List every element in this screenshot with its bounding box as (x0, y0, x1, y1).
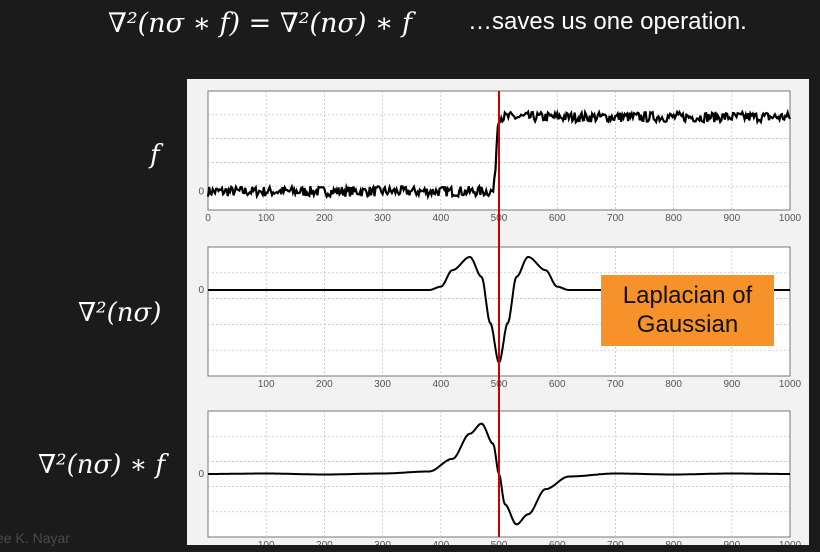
x-tick-label: 600 (549, 540, 566, 545)
x-tick-label: 200 (316, 379, 333, 390)
x-tick-label: 700 (607, 213, 624, 224)
subtitle: …saves us one operation. (468, 8, 747, 36)
y-tick-label: 0 (198, 285, 204, 296)
x-tick-label: 400 (432, 379, 449, 390)
x-tick-label: 200 (316, 540, 333, 545)
x-tick-label: 200 (316, 213, 333, 224)
x-tick-label: 300 (374, 540, 391, 545)
x-tick-label: 800 (665, 213, 682, 224)
x-tick-label: 1000 (779, 379, 802, 390)
annotation-line-1: Laplacian of (601, 281, 774, 310)
x-tick-label: 300 (374, 213, 391, 224)
x-tick-label: 100 (258, 213, 275, 224)
annotation-box: Laplacian of Gaussian (601, 275, 774, 346)
x-tick-label: 700 (607, 379, 624, 390)
x-tick-label: 900 (723, 540, 740, 545)
x-tick-label: 400 (432, 540, 449, 545)
x-tick-label: 700 (607, 540, 624, 545)
x-tick-label: 600 (549, 213, 566, 224)
x-tick-label: 0 (205, 213, 211, 224)
y-tick-label: 0 (198, 469, 204, 480)
x-tick-label: 800 (665, 540, 682, 545)
y-tick-label: 0 (198, 186, 204, 197)
x-tick-label: 800 (665, 379, 682, 390)
x-tick-label: 1000 (779, 213, 802, 224)
x-tick-label: 300 (374, 379, 391, 390)
top-equation: ∇²(nσ ∗ f) = ∇²(nσ) ∗ f (108, 8, 412, 39)
x-tick-label: 100 (258, 379, 275, 390)
x-tick-label: 600 (549, 379, 566, 390)
x-tick-label: 500 (491, 540, 508, 545)
credit-text: ee K. Nayar (0, 530, 70, 546)
annotation-line-2: Gaussian (601, 310, 774, 339)
x-tick-label: 1000 (779, 540, 802, 545)
label-convolution-result: ∇²(nσ) ∗ f (38, 450, 165, 480)
x-tick-label: 400 (432, 213, 449, 224)
x-tick-label: 100 (258, 540, 275, 545)
label-signal-f: f (150, 140, 160, 170)
x-tick-label: 900 (723, 213, 740, 224)
x-tick-label: 900 (723, 379, 740, 390)
label-laplacian-of-gaussian: ∇²(nσ) (78, 298, 161, 328)
